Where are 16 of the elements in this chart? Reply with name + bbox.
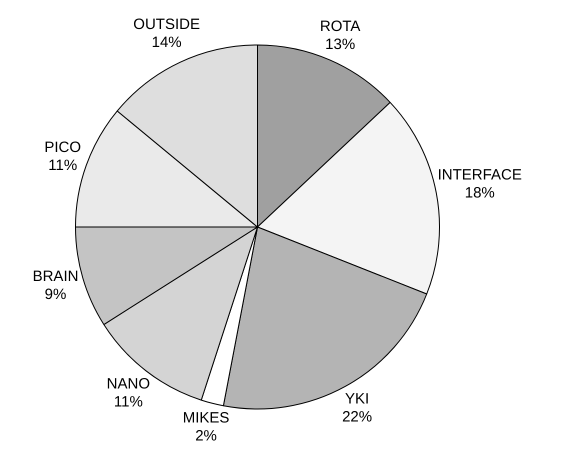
data-label: 11% (48, 157, 78, 174)
slice-label: MIKES (182, 410, 230, 427)
data-label: 22% (342, 408, 372, 426)
slice-label: OUTSIDE (133, 16, 200, 34)
slice-label: PICO (44, 139, 82, 156)
data-label: 18% (464, 184, 495, 202)
data-label: 9% (44, 286, 66, 303)
data-label: 13% (325, 36, 356, 54)
slice-label: INTERFACE (438, 166, 522, 184)
slice-label: YKI (344, 390, 370, 408)
data-label: 11% (114, 394, 143, 411)
slice-label: NANO (106, 376, 150, 393)
slice-label: ROTA (320, 18, 360, 36)
slice-label: BRAIN (32, 268, 78, 285)
data-label: 14% (152, 34, 182, 52)
data-label: 2% (195, 428, 217, 445)
